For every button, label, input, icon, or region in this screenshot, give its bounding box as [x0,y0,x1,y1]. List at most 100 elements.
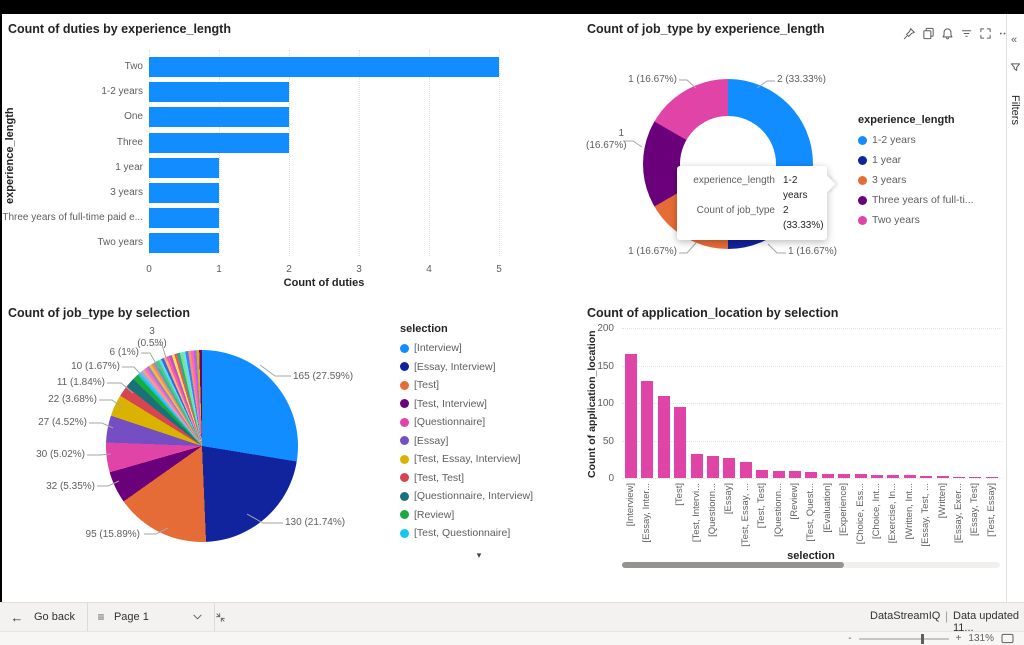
bar[interactable] [838,473,851,478]
chart-title-jobtype-by-experience: Count of job_type by experience_length [587,22,825,36]
data-label: 2 (33.33%) [777,74,826,85]
bar[interactable] [887,475,900,478]
copy-icon[interactable] [921,26,935,40]
bar[interactable] [707,455,719,478]
bar[interactable] [149,233,219,254]
focus-mode-icon[interactable] [978,26,992,40]
legend-item[interactable]: [Test, Interview] [400,395,533,414]
bar[interactable] [149,157,219,178]
bar[interactable] [756,469,769,478]
category-label: [Essay, Inter... [641,483,653,543]
legend-label: [Questionnaire] [414,416,486,429]
bar[interactable] [739,461,752,478]
tooltip: experience_length 1-2 years Count of job_… [677,166,836,240]
legend-label: Two years [872,214,920,226]
legend-dot [400,473,409,483]
category-label: [Test] [674,483,686,506]
x-tick-label: 1 [216,264,222,275]
y-tick-label: 100 [597,398,614,409]
pin-icon[interactable] [902,26,916,40]
alert-icon[interactable] [940,26,954,40]
legend-item[interactable]: 3 years [858,170,974,190]
bar[interactable] [149,82,289,103]
category-label: [Interview] [625,483,636,527]
filter-icon[interactable] [959,26,973,40]
legend-selection: [Interview] [Essay, Interview] [Test] [Test… [400,339,533,543]
legend-dot [400,436,409,446]
legend-title-experience-length: experience_length [858,114,955,126]
legend-item[interactable]: [Test] [400,376,533,395]
chevron-down-icon[interactable] [193,614,202,620]
legend-item[interactable]: [Essay, Interview] [400,358,533,377]
zoom-in-button[interactable]: + [955,633,962,644]
gridline [622,328,1002,329]
data-label: 1 (16.67%) [788,246,837,257]
chart-h-scrollbar-thumb[interactable] [622,562,844,568]
legend-item[interactable]: [Test, Test] [400,469,533,488]
legend-item[interactable]: [Questionnaire, Interview] [400,487,533,506]
bar[interactable] [149,57,499,77]
bar[interactable] [953,476,965,478]
bar[interactable] [903,475,916,478]
zoom-slider-handle[interactable] [920,633,924,644]
page-list-icon[interactable]: ≡ [97,610,105,624]
go-back-button[interactable]: Go back [34,611,75,623]
legend-item[interactable]: [Review] [400,506,533,525]
bar[interactable] [657,395,670,478]
y-tick-label: 200 [597,323,614,334]
legend-item[interactable]: [Test, Questionnaire] [400,524,533,543]
bar[interactable] [805,472,818,478]
category-label: Two [124,61,143,72]
category-label: [Essay] [723,483,735,515]
pie-chart[interactable] [106,350,298,542]
chart-h-scrollbar[interactable] [622,562,1000,568]
legend-item[interactable]: [Questionnaire] [400,413,533,432]
bar[interactable] [821,473,834,478]
zoom-slider[interactable] [858,633,949,644]
bar[interactable] [149,132,289,153]
bar[interactable] [985,476,998,478]
legend-dot [400,362,409,372]
legend-experience-length: 1-2 years 1 year 3 years Three years of ful… [858,130,974,230]
legend-label: [Test, Questionnaire] [414,527,511,540]
page-selector[interactable]: Page 1 [113,611,149,623]
zoom-out-button[interactable]: - [848,633,852,644]
bar[interactable] [149,183,219,203]
bar[interactable] [871,475,883,478]
legend-item[interactable]: [Essay] [400,432,533,451]
filters-pane-title[interactable]: Filters [1009,95,1021,125]
legend-label: [Review] [414,508,455,521]
data-label: 165 (27.59%) [293,371,354,382]
filters-funnel-icon[interactable] [1010,62,1021,73]
back-arrow-icon[interactable]: ← [10,609,24,625]
bar[interactable] [149,208,219,229]
bar[interactable] [936,475,949,478]
expand-filters-icon[interactable]: « [1011,34,1018,46]
bar[interactable] [690,454,703,478]
tooltip-measure-value: 2 (33.33%) [783,205,824,231]
legend-item[interactable]: Three years of full-ti... [858,190,974,210]
legend-item[interactable]: [Interview] [400,339,533,358]
bar[interactable] [854,474,867,478]
bar[interactable] [641,380,654,478]
bar[interactable] [920,475,933,478]
bar[interactable] [969,476,982,478]
divider [213,603,215,631]
legend-scroll-down-icon[interactable]: ▾ [476,550,482,560]
bar[interactable] [772,470,785,478]
category-label: 1 year [115,161,143,173]
data-label: 1 (16.67%) [586,128,627,151]
collapse-view-icon[interactable] [215,612,243,623]
category-label: [Written, Int... [903,483,915,540]
legend-item[interactable]: [Test, Essay, Interview] [400,450,533,469]
legend-item[interactable]: 1 year [858,150,974,170]
bar[interactable] [149,107,289,128]
legend-item[interactable]: Two years [858,210,974,230]
pie-leader-lines [87,344,291,535]
bar[interactable] [789,470,801,478]
bar[interactable] [674,406,687,478]
fit-to-page-icon[interactable] [1001,633,1014,644]
legend-item[interactable]: 1-2 years [858,130,974,150]
bar[interactable] [625,354,637,478]
bar[interactable] [723,457,736,478]
